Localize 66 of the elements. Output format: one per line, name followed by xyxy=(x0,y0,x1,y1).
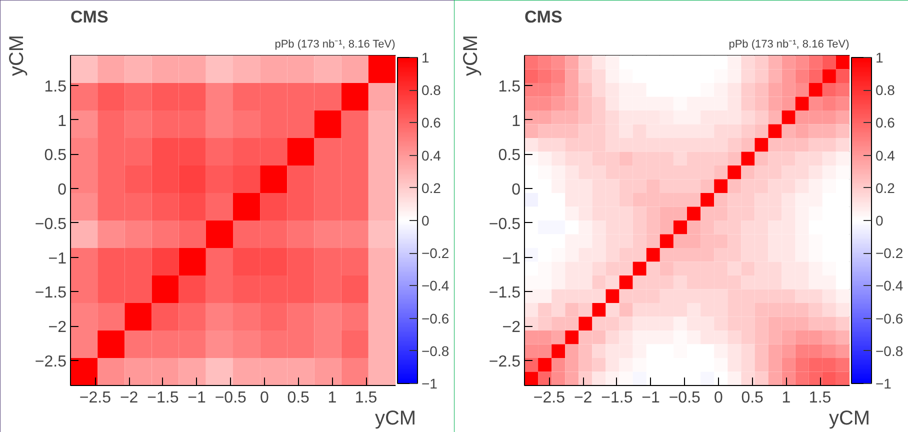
color-bar-label: 0.6 xyxy=(876,114,896,131)
color-bar-label: −0.8 xyxy=(422,342,450,359)
color-bar-label: 0.4 xyxy=(422,147,442,164)
color-bar-label: 0.2 xyxy=(422,180,442,196)
color-bar-label: 0 xyxy=(422,212,430,228)
y-tick-label: −0.5 xyxy=(34,216,67,233)
x-tick-label: −1 xyxy=(642,390,660,406)
x-tick-label: −2 xyxy=(574,390,592,406)
color-bar-label: 0.6 xyxy=(422,114,442,131)
y-tick-label: −2.5 xyxy=(488,353,521,370)
x-tick-label: 0 xyxy=(714,390,724,406)
x-tick-label: −2.5 xyxy=(79,390,112,406)
color-bar-label: −1 xyxy=(876,376,892,392)
y-tick-label: −2 xyxy=(48,319,67,336)
x-tick-label: 1 xyxy=(782,390,791,406)
y-tick-label: 1.5 xyxy=(498,78,521,96)
y-tick-label: 0 xyxy=(58,182,67,199)
x-tick-label: 1.5 xyxy=(808,390,832,406)
x-tick-label: −0.5 xyxy=(214,390,247,406)
y-tick-label: 1.5 xyxy=(44,78,67,96)
y-tick-label: 0.5 xyxy=(44,147,67,164)
chart-title: CMS xyxy=(524,8,562,26)
y-tick-label: 0 xyxy=(512,182,521,199)
color-bar-label: −0.6 xyxy=(422,310,450,326)
color-bar-label: −1 xyxy=(422,376,438,392)
color-bar-label: −0.6 xyxy=(876,310,904,326)
chart-subtitle: pPb (173 nb⁻¹, 8.16 TeV) xyxy=(274,38,396,50)
x-tick-label: 0.5 xyxy=(287,390,310,406)
x-tick-label: −0.5 xyxy=(668,390,701,406)
x-axis-title: yCM xyxy=(828,408,870,430)
x-axis-title: yCM xyxy=(374,408,416,430)
y-axis-title: yCM xyxy=(460,34,482,76)
y-tick-label: −1 xyxy=(502,250,521,268)
x-tick-label: −1.5 xyxy=(147,390,179,406)
y-tick-label: −1 xyxy=(48,250,67,268)
color-bar-label: −0.2 xyxy=(422,245,450,262)
color-bar-label: 0.8 xyxy=(876,82,896,98)
color-bar-label: −0.4 xyxy=(422,278,450,294)
color-bar-label: −0.8 xyxy=(876,342,904,359)
color-bar-label: 0 xyxy=(876,212,884,228)
y-tick-label: −1.5 xyxy=(34,284,67,302)
x-tick-label: 1 xyxy=(328,390,337,406)
y-tick-label: 0.5 xyxy=(498,147,521,164)
y-tick-label: 1 xyxy=(512,112,521,130)
chart-subtitle: pPb (173 nb⁻¹, 8.16 TeV) xyxy=(728,38,850,50)
y-tick-label: −2.5 xyxy=(34,353,67,370)
chart-title: CMS xyxy=(70,8,108,26)
y-tick-label: 1 xyxy=(58,112,67,130)
y-axis-title: yCM xyxy=(6,34,28,76)
color-bar-label: 0.4 xyxy=(876,147,896,164)
x-tick-label: −2 xyxy=(120,390,138,406)
x-tick-label: 0 xyxy=(260,390,270,406)
color-bar-label: 0.8 xyxy=(422,82,442,98)
color-bar-label: −0.4 xyxy=(876,278,904,294)
x-tick-label: 0.5 xyxy=(741,390,764,406)
y-tick-label: −1.5 xyxy=(488,284,521,302)
x-tick-label: 1.5 xyxy=(354,390,378,406)
color-bar-label: −0.2 xyxy=(876,245,904,262)
x-tick-label: −1.5 xyxy=(601,390,633,406)
color-bar-label: 1 xyxy=(876,50,884,66)
x-tick-label: −2.5 xyxy=(533,390,566,406)
y-tick-label: −0.5 xyxy=(488,216,521,233)
x-tick-label: −1 xyxy=(188,390,206,406)
color-bar-label: 1 xyxy=(422,50,430,66)
y-tick-label: −2 xyxy=(502,319,521,336)
color-bar-label: 0.2 xyxy=(876,180,896,196)
